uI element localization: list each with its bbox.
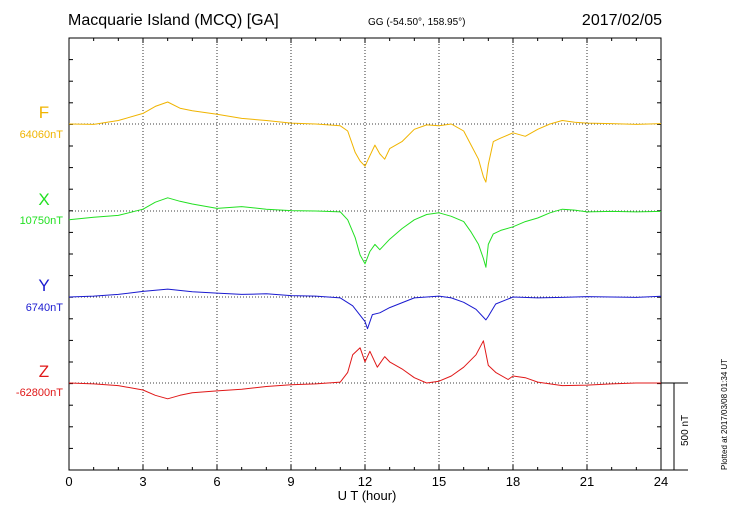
x-tick-label: 24	[654, 474, 668, 489]
series-baseline-value-z: -62800nT	[16, 387, 63, 399]
series-name-z: Z	[39, 362, 49, 381]
x-ticks: 0 3 6 9 12 15 18 21 24	[65, 37, 668, 489]
series-baseline-value-f: 64060nT	[20, 129, 64, 141]
series-line-f	[68, 101, 662, 183]
x-tick-label: 6	[213, 474, 220, 489]
x-tick-label: 15	[432, 474, 446, 489]
series-labels: F 64060nT X 10750nT Y 6740nT Z -62800nT	[16, 103, 63, 399]
x-tick-label: 9	[287, 474, 294, 489]
series-line-x	[68, 197, 662, 268]
coordinates-label: GG (-54.50°, 158.95°)	[368, 17, 466, 28]
series-name-x: X	[38, 190, 49, 209]
date-label: 2017/02/05	[581, 12, 662, 29]
plotted-note: Plotted at 2017/03/08 01:34 UT	[720, 358, 729, 470]
x-tick-label: 18	[506, 474, 520, 489]
series-baseline-value-y: 6740nT	[26, 302, 64, 314]
series-baseline-value-x: 10750nT	[20, 215, 64, 227]
series-line-y	[68, 288, 662, 330]
series-line-z	[68, 340, 661, 400]
scale-bar-label: 500 nT	[680, 414, 691, 446]
page-title: Macquarie Island (MCQ) [GA]	[68, 12, 279, 29]
series-name-y: Y	[38, 276, 49, 295]
scale-bar	[661, 382, 688, 471]
x-tick-label: 0	[65, 474, 72, 489]
series-name-f: F	[39, 103, 49, 122]
x-tick-label: 3	[139, 474, 146, 489]
series-lines	[68, 101, 662, 400]
grid	[142, 38, 588, 470]
x-axis-label: U T (hour)	[338, 488, 397, 503]
x-tick-label: 12	[358, 474, 372, 489]
x-tick-label: 21	[580, 474, 594, 489]
